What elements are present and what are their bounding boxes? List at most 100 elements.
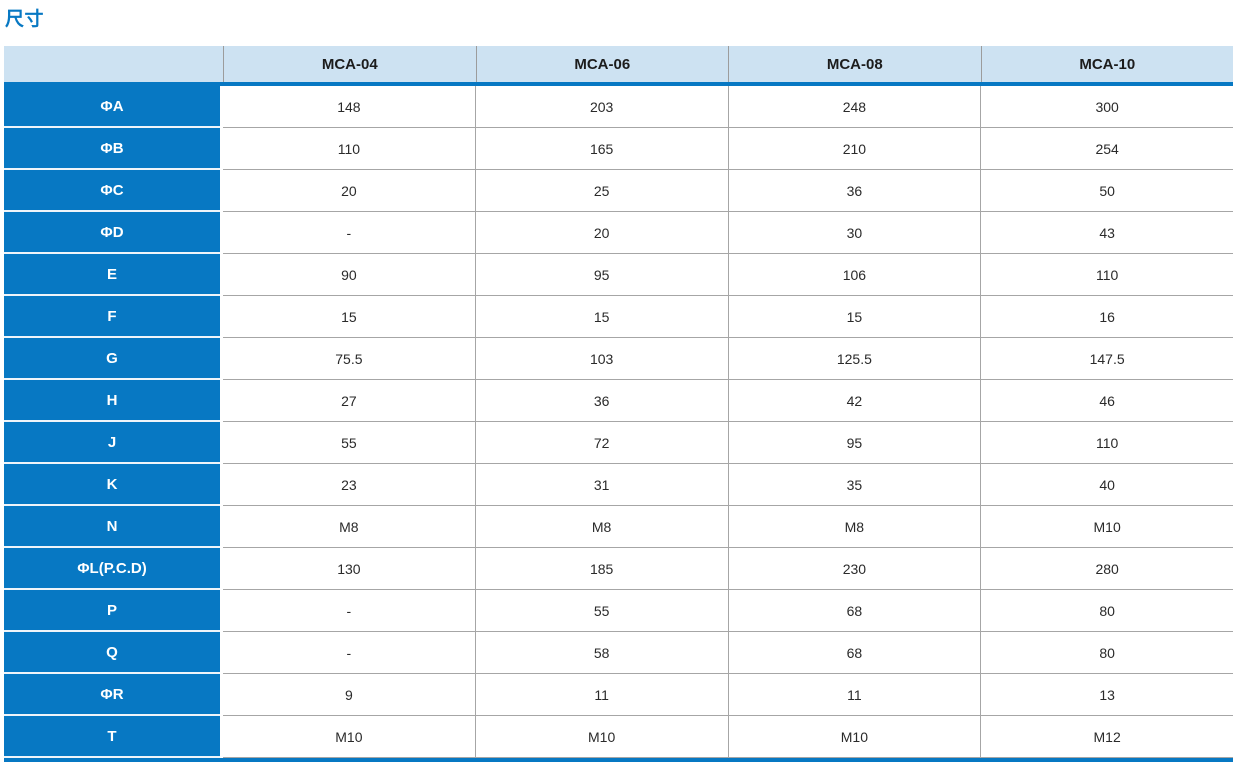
table-cell: M10 xyxy=(727,716,981,758)
table-cell: 95 xyxy=(727,422,981,464)
row-header: J xyxy=(4,422,220,464)
table-cell: 20 xyxy=(474,212,728,254)
table-cell: M10 xyxy=(474,716,728,758)
row-header: E xyxy=(4,254,220,296)
table-cell: 11 xyxy=(474,674,728,716)
table-row: F 15 15 15 16 xyxy=(4,296,1233,338)
table-cell: 230 xyxy=(727,548,981,590)
table-cell: 55 xyxy=(223,422,475,464)
table-cell: 110 xyxy=(223,128,475,170)
table-cell: M10 xyxy=(223,716,475,758)
row-header: ΦD xyxy=(4,212,220,254)
column-header: MCA-08 xyxy=(728,46,981,82)
table-cell: 27 xyxy=(223,380,475,422)
table-cell: M12 xyxy=(980,716,1233,758)
table-row: N M8 M8 M8 M10 xyxy=(4,506,1233,548)
table-cell: 9 xyxy=(223,674,475,716)
table-cell: M8 xyxy=(727,506,981,548)
table-cell: 110 xyxy=(980,254,1233,296)
table-cell: 110 xyxy=(980,422,1233,464)
table-row: J 55 72 95 110 xyxy=(4,422,1233,464)
row-header: ΦA xyxy=(4,86,220,128)
table-cell: 300 xyxy=(980,86,1233,128)
table-cell: 103 xyxy=(474,338,728,380)
table-cell: 280 xyxy=(980,548,1233,590)
table-header-row: MCA-04 MCA-06 MCA-08 MCA-10 xyxy=(4,46,1233,86)
table-cell: 23 xyxy=(223,464,475,506)
table-cell: 36 xyxy=(474,380,728,422)
dimensions-table: MCA-04 MCA-06 MCA-08 MCA-10 ΦA 148 203 248 300 Φ… xyxy=(4,46,1233,762)
table-cell: 20 xyxy=(223,170,475,212)
table-cell: 15 xyxy=(727,296,981,338)
row-header: ΦL(P.C.D) xyxy=(4,548,220,590)
table-cell: 165 xyxy=(474,128,728,170)
table-cell: M8 xyxy=(223,506,475,548)
row-header: ΦR xyxy=(4,674,220,716)
table-row: ΦD -20 30 43 xyxy=(4,212,1233,254)
table-cell: 125.5 xyxy=(727,338,981,380)
table-cell: 25 xyxy=(474,170,728,212)
table-cell: 40 xyxy=(980,464,1233,506)
table-cell: 90 xyxy=(223,254,475,296)
corner-cell xyxy=(4,46,220,82)
column-header: MCA-10 xyxy=(980,46,1234,82)
table-cell: M8 xyxy=(474,506,728,548)
table-cell: 42 xyxy=(727,380,981,422)
table-cell: 106 xyxy=(727,254,981,296)
row-header: P xyxy=(4,590,220,632)
table-cell: 15 xyxy=(223,296,475,338)
table-cell: 43 xyxy=(980,212,1233,254)
table-cell: 15 xyxy=(474,296,728,338)
table-cell: 80 xyxy=(980,590,1233,632)
table-cell: 13 xyxy=(980,674,1233,716)
table-cell: 68 xyxy=(727,590,981,632)
table-row: E 90 95 106 110 xyxy=(4,254,1233,296)
table-cell: 16 xyxy=(980,296,1233,338)
table-cell: 254 xyxy=(980,128,1233,170)
row-header: ΦC xyxy=(4,170,220,212)
table-cell: 75.5 xyxy=(223,338,475,380)
table-row: ΦL(P.C.D) 130 185 230 280 xyxy=(4,548,1233,590)
table-cell: 30 xyxy=(727,212,981,254)
table-cell: 31 xyxy=(474,464,728,506)
table-cell: 35 xyxy=(727,464,981,506)
table-cell: 185 xyxy=(474,548,728,590)
table-cell: 130 xyxy=(223,548,475,590)
row-header: F xyxy=(4,296,220,338)
table-cell: - xyxy=(223,212,475,254)
table-row: Q -58 68 80 xyxy=(4,632,1233,674)
table-cell: 55 xyxy=(474,590,728,632)
table-cell: 210 xyxy=(727,128,981,170)
table-body: ΦA 148 203 248 300 ΦB 110 165 210 254 ΦC 20 25 36 50 ΦD… xyxy=(4,86,1233,758)
table-cell: 58 xyxy=(474,632,728,674)
table-row: ΦR 9 11 11 13 xyxy=(4,674,1233,716)
column-header: MCA-04 xyxy=(223,46,476,82)
table-cell: - xyxy=(223,590,475,632)
page-title: 尺寸 xyxy=(5,9,45,30)
table-cell: 248 xyxy=(727,86,981,128)
table-cell: 11 xyxy=(727,674,981,716)
table-cell: 148 xyxy=(223,86,475,128)
table-bottom-border xyxy=(4,758,1233,762)
table-row: ΦB 110 165 210 254 xyxy=(4,128,1233,170)
table-cell: 36 xyxy=(727,170,981,212)
column-header: MCA-06 xyxy=(475,46,729,82)
table-row: T M10 M10 M10 M12 xyxy=(4,716,1233,758)
row-header: T xyxy=(4,716,220,758)
table-row: H 27 36 42 46 xyxy=(4,380,1233,422)
table-cell: 203 xyxy=(474,86,728,128)
table-row: ΦA 148 203 248 300 xyxy=(4,86,1233,128)
table-row: K 23 31 35 40 xyxy=(4,464,1233,506)
table-row: G 75.5 103 125.5 147.5 xyxy=(4,338,1233,380)
table-row: ΦC 20 25 36 50 xyxy=(4,170,1233,212)
table-cell: M10 xyxy=(980,506,1233,548)
row-header: N xyxy=(4,506,220,548)
table-cell: 72 xyxy=(474,422,728,464)
row-header: H xyxy=(4,380,220,422)
row-header: ΦB xyxy=(4,128,220,170)
row-header: Q xyxy=(4,632,220,674)
table-cell: - xyxy=(223,632,475,674)
table-cell: 80 xyxy=(980,632,1233,674)
table-cell: 50 xyxy=(980,170,1233,212)
row-header: K xyxy=(4,464,220,506)
